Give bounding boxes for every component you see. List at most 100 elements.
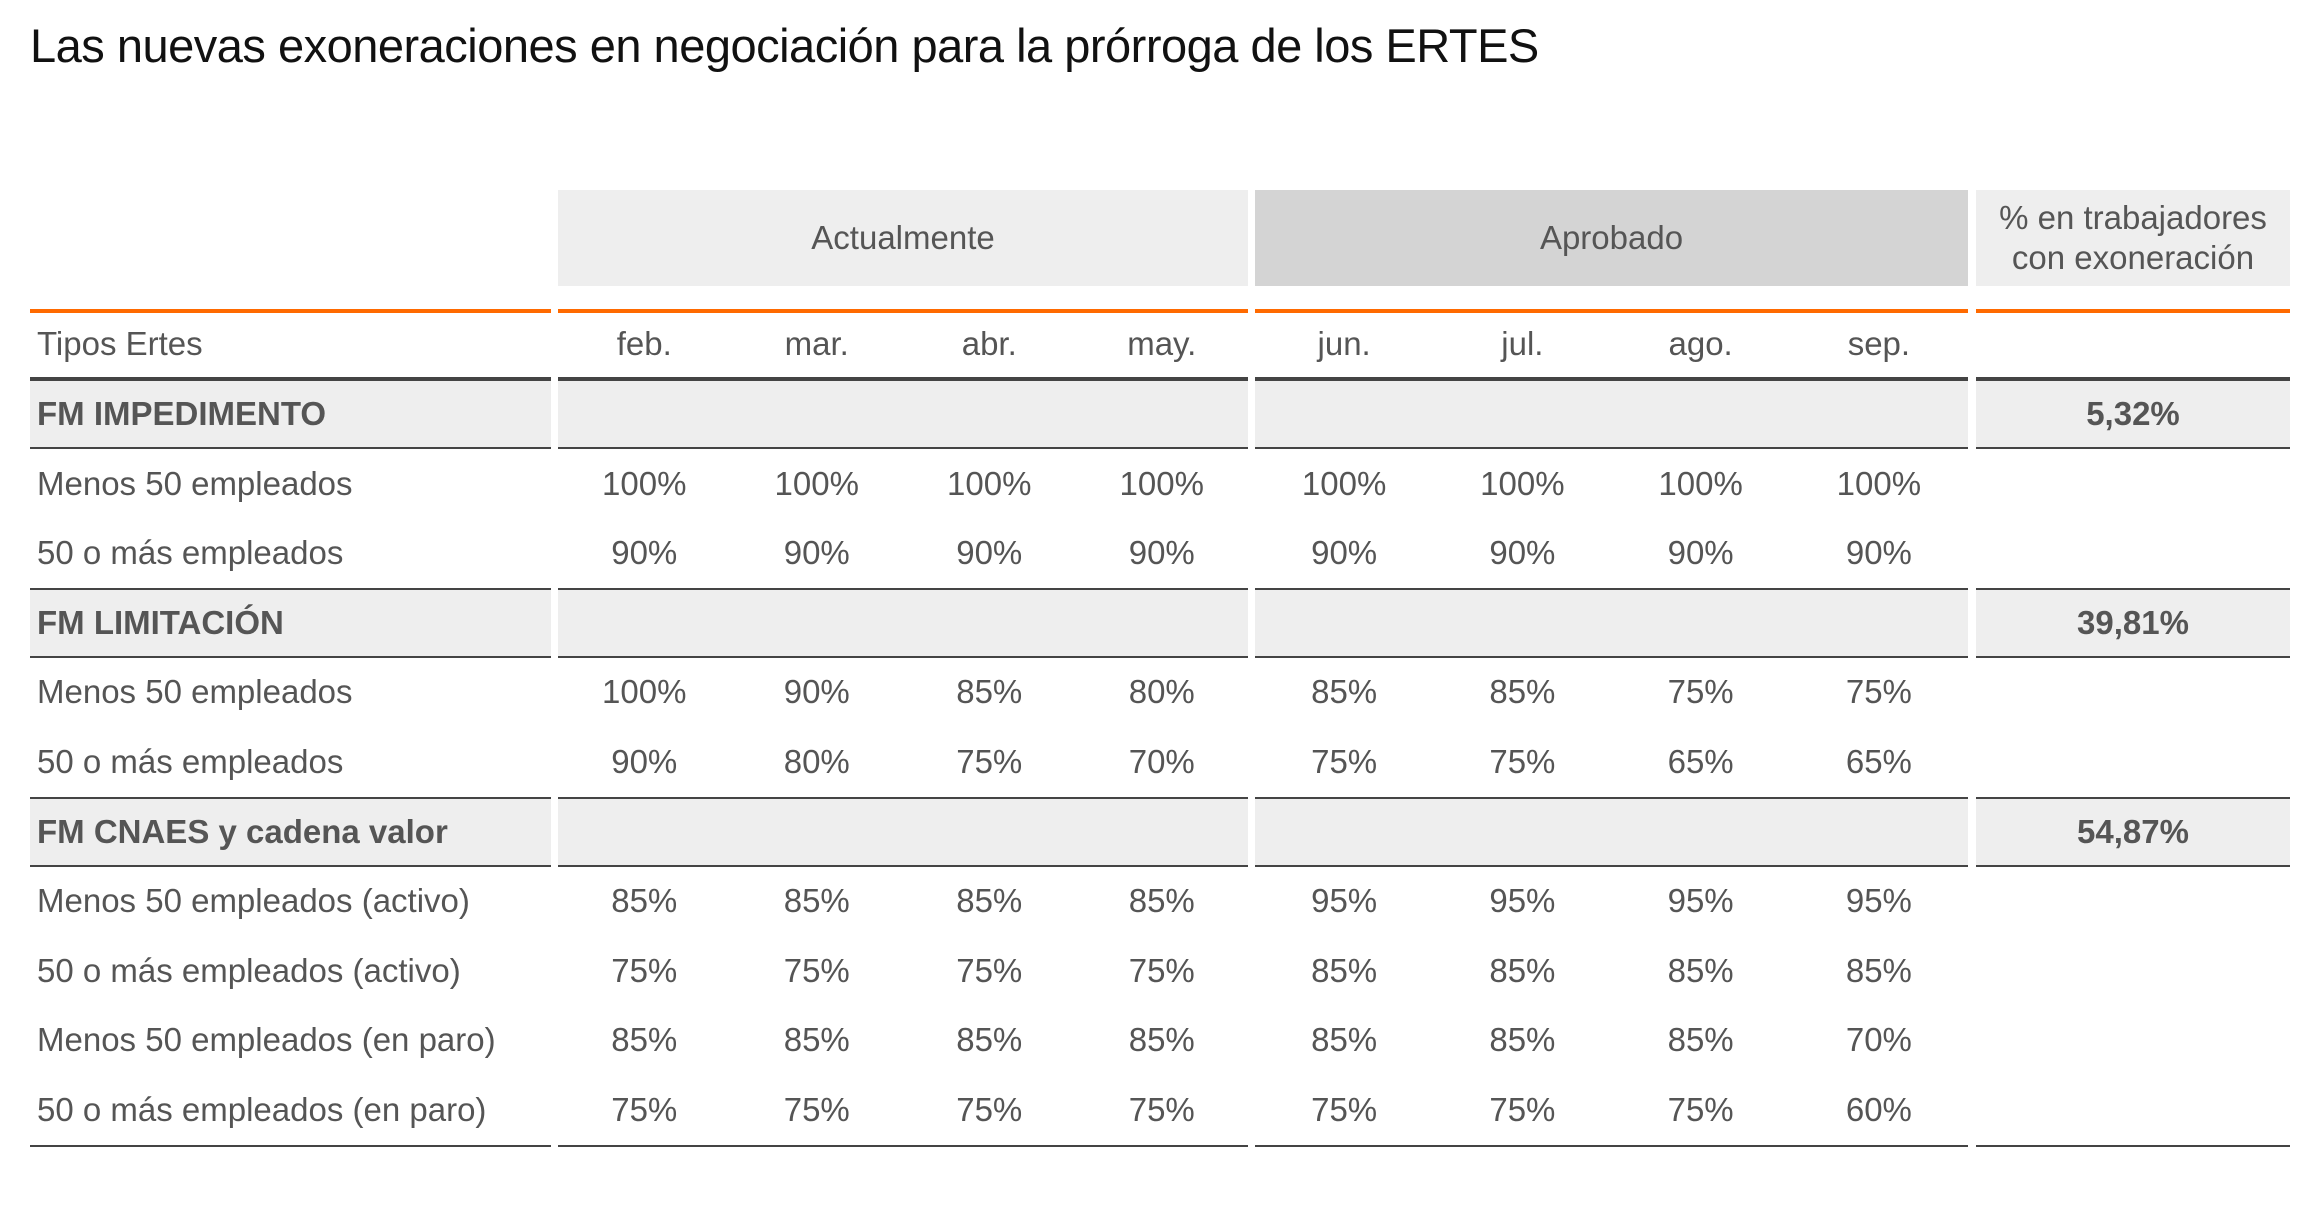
- value-cell: 70%: [1128, 743, 1195, 780]
- value-cell: 85%: [1311, 673, 1378, 711]
- table-bottom-border: [30, 1144, 551, 1147]
- value-cell: 60%: [1845, 1091, 1912, 1128]
- value-cell: 75%: [1489, 743, 1556, 780]
- aprobado-values: 85% 85% 85% 85%: [1255, 936, 1968, 1006]
- value-cell: 90%: [611, 534, 678, 572]
- table-bottom-border: [1976, 1144, 2290, 1147]
- month-header: feb.: [616, 325, 672, 362]
- row-label: Menos 50 empleados: [37, 464, 353, 502]
- value-cell: 90%: [1667, 534, 1734, 572]
- aprobado-values: 85% 85% 85% 70%: [1255, 1005, 1968, 1075]
- value-cell: 100%: [774, 464, 859, 502]
- month-header: may.: [1127, 325, 1197, 362]
- group-label: FM CNAES y cadena valor: [30, 796, 551, 867]
- value-cell: 75%: [783, 951, 850, 989]
- value-cell: 85%: [1311, 951, 1378, 989]
- aprobado-values: 100% 100% 100% 100%: [1255, 449, 1968, 519]
- value-cell: 65%: [1667, 743, 1734, 780]
- pct-header-line2: con exoneración: [2011, 239, 2255, 276]
- actual-values: 90% 80% 75% 70%: [558, 727, 1248, 797]
- group-percent: 54,87%: [1976, 796, 2290, 867]
- value-cell: 100%: [1658, 464, 1743, 502]
- value-cell: 100%: [1119, 464, 1204, 502]
- table-row: Menos 50 empleados 100% 100% 100% 100% 100%…: [0, 449, 2310, 519]
- accent-divider: [1255, 309, 1968, 313]
- value-cell: 85%: [783, 1021, 850, 1059]
- group-label: FM LIMITACIÓN: [30, 587, 551, 658]
- table-row: 50 o más empleados (activo) 75% 75% 75% 75%…: [0, 936, 2310, 1006]
- value-cell: 100%: [1301, 464, 1387, 502]
- value-cell: 85%: [1489, 673, 1556, 711]
- group-header-aprobado: Aprobado: [1255, 190, 1968, 286]
- row-label: 50 o más empleados: [37, 534, 344, 572]
- month-header: jul.: [1501, 325, 1544, 362]
- value-cell: 85%: [1489, 1021, 1556, 1059]
- aprobado-values: 75% 75% 75% 60%: [1255, 1075, 1968, 1145]
- actual-values: 100% 90% 85% 80%: [558, 657, 1248, 727]
- group-empty-cell: [1255, 587, 1968, 658]
- value-cell: 90%: [783, 534, 850, 572]
- value-cell: 90%: [1311, 534, 1378, 572]
- table-row: 50 o más empleados 90% 90% 90% 90% 90% 90% 90…: [0, 518, 2310, 588]
- value-cell: 95%: [1489, 882, 1556, 920]
- month-header: abr.: [961, 325, 1017, 362]
- value-cell: 90%: [1128, 534, 1195, 572]
- value-cell: 95%: [1845, 882, 1912, 920]
- actual-values: 90% 90% 90% 90%: [558, 518, 1248, 588]
- actual-values: 85% 85% 85% 85%: [558, 866, 1248, 936]
- group-percent: 39,81%: [1976, 587, 2290, 658]
- group-row: FM LIMITACIÓN 39,81%: [0, 587, 2310, 658]
- value-cell: 75%: [1845, 673, 1912, 711]
- group-row: FM IMPEDIMENTO 5,32%: [0, 379, 2310, 449]
- value-cell: 85%: [956, 673, 1023, 711]
- aprobado-values: 85% 85% 75% 75%: [1255, 657, 1968, 727]
- group-empty-cell: [1255, 379, 1968, 449]
- month-header: mar.: [784, 325, 849, 362]
- aprobado-values: 75% 75% 65% 65%: [1255, 727, 1968, 797]
- row-label: Menos 50 empleados (en paro): [37, 1021, 496, 1059]
- value-cell: 95%: [1667, 882, 1734, 920]
- group-empty-cell: [558, 587, 1248, 658]
- group-empty-cell: [558, 796, 1248, 867]
- value-cell: 90%: [956, 534, 1023, 572]
- value-cell: 90%: [1845, 534, 1912, 572]
- column-header-tipos: Tipos Ertes: [30, 311, 551, 379]
- value-cell: 85%: [1311, 1021, 1378, 1059]
- value-cell: 75%: [611, 1091, 678, 1128]
- table-row: 50 o más empleados (en paro) 75% 75% 75% 75…: [0, 1075, 2310, 1145]
- group-percent: 5,32%: [1976, 379, 2290, 449]
- actual-values: 75% 75% 75% 75%: [558, 936, 1248, 1006]
- month-header: sep.: [1847, 325, 1911, 362]
- value-cell: 85%: [1667, 951, 1734, 989]
- group-header-percent: % en trabajadores con exoneración: [1976, 190, 2290, 286]
- table-row: Menos 50 empleados 100% 90% 85% 80% 85% 85% 7…: [0, 657, 2310, 727]
- page-title: Las nuevas exoneraciones en negociación …: [30, 19, 1539, 72]
- value-cell: 85%: [1845, 951, 1912, 989]
- value-cell: 75%: [783, 1091, 850, 1128]
- value-cell: 85%: [956, 882, 1023, 920]
- value-cell: 100%: [602, 464, 687, 502]
- value-cell: 75%: [1311, 743, 1378, 780]
- group-header-actualmente: Actualmente: [558, 190, 1248, 286]
- table-row: Menos 50 empleados (activo) 85% 85% 85% 85%…: [0, 866, 2310, 936]
- pct-header-line1: % en trabajadores: [1999, 199, 2267, 236]
- row-label: 50 o más empleados: [37, 743, 344, 780]
- value-cell: 75%: [1128, 1091, 1195, 1128]
- value-cell: 75%: [1489, 1091, 1556, 1128]
- value-cell: 100%: [602, 673, 687, 711]
- value-cell: 75%: [1311, 1091, 1378, 1128]
- row-label: 50 o más empleados (activo): [37, 951, 461, 989]
- pct-header-empty: [1976, 311, 2290, 379]
- value-cell: 75%: [956, 951, 1023, 989]
- value-cell: 100%: [1836, 464, 1922, 502]
- value-cell: 80%: [1128, 673, 1195, 711]
- group-row: FM CNAES y cadena valor 54,87%: [0, 796, 2310, 867]
- value-cell: 65%: [1845, 743, 1912, 780]
- value-cell: 75%: [1667, 1091, 1734, 1128]
- month-header: jun.: [1317, 325, 1371, 362]
- value-cell: 100%: [947, 464, 1032, 502]
- value-cell: 75%: [611, 951, 678, 989]
- table-row: 50 o más empleados 90% 80% 75% 70% 75% 75% 65…: [0, 727, 2310, 797]
- row-label: Menos 50 empleados: [37, 673, 353, 711]
- value-cell: 85%: [783, 882, 850, 920]
